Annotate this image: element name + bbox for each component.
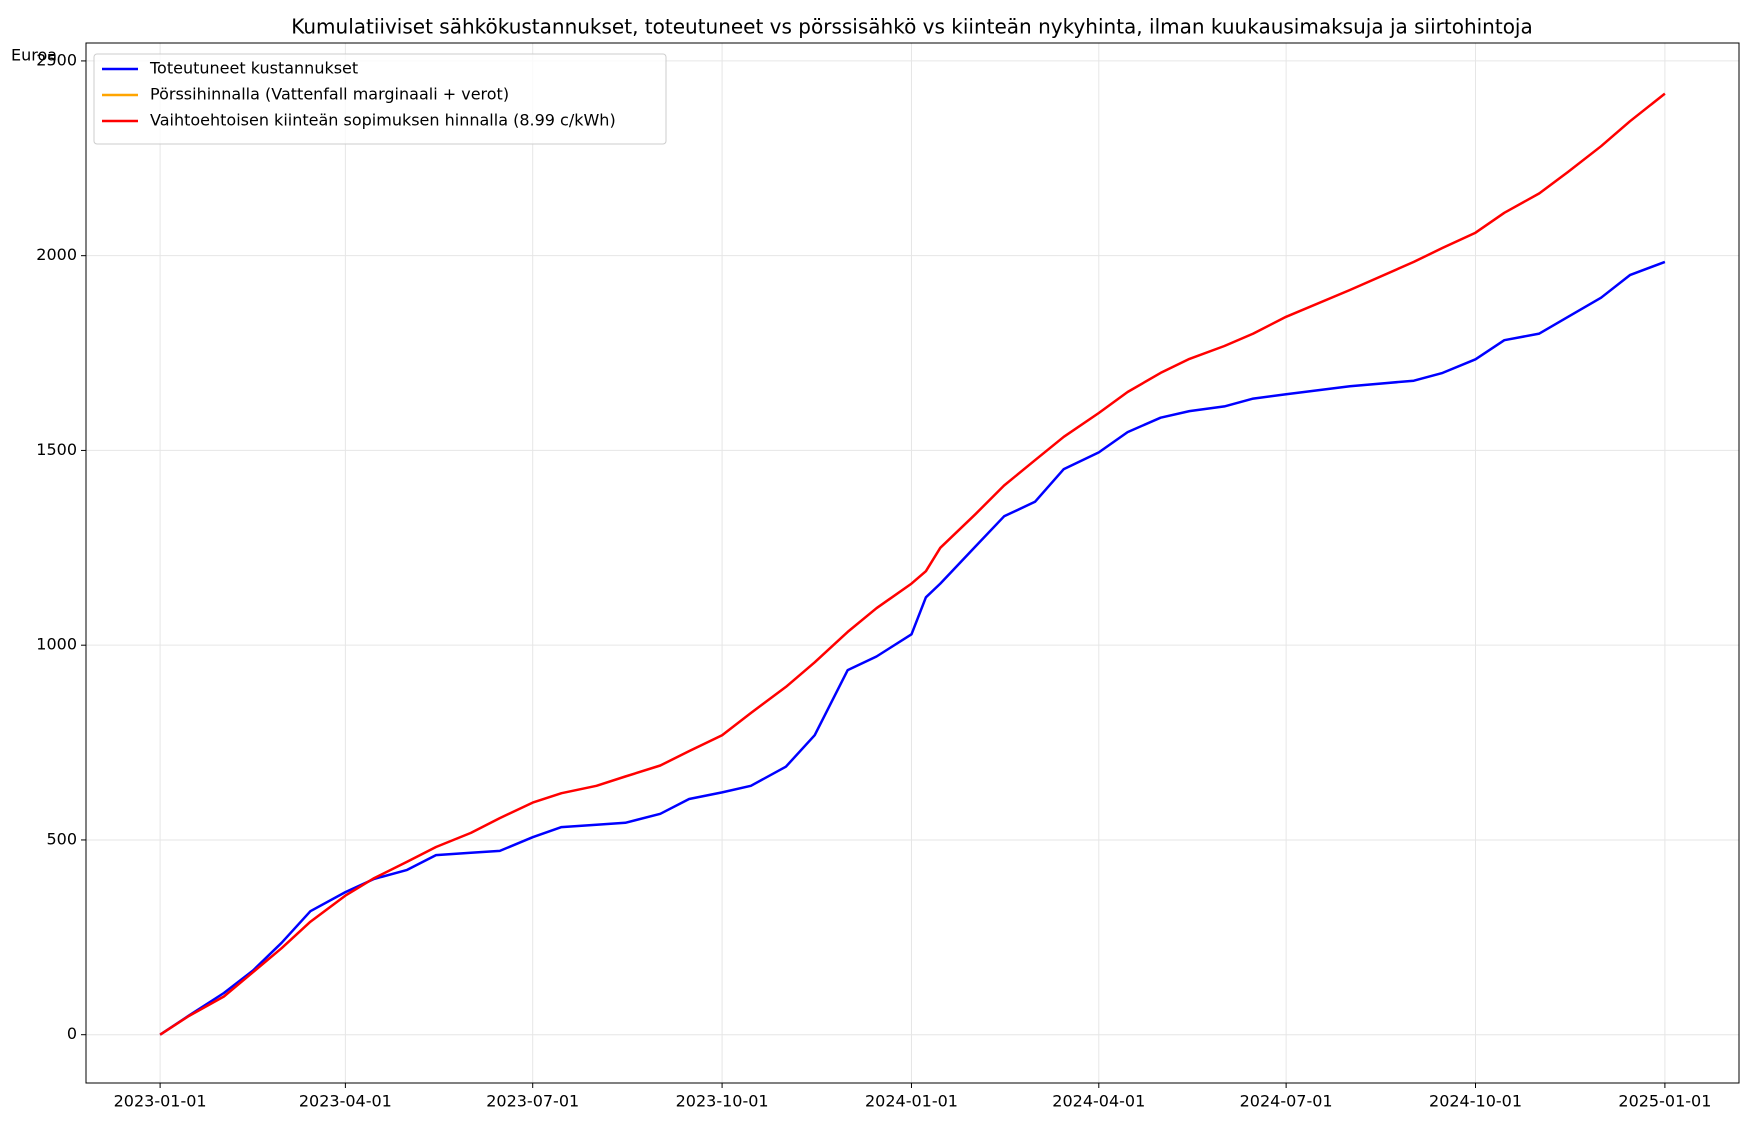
y-tick-label: 500 (46, 829, 77, 848)
y-tick-label: 1000 (36, 635, 77, 654)
y-tick-label: 2000 (36, 245, 77, 264)
x-tick-label: 2023-07-01 (486, 1092, 579, 1111)
x-tick-label: 2023-04-01 (299, 1092, 392, 1111)
legend-box (93, 53, 667, 145)
x-tick-label: 2023-10-01 (676, 1092, 769, 1111)
legend-label: Pörssihinnalla (Vattenfall marginaali + … (150, 85, 509, 104)
data-line (159, 260, 1666, 1036)
x-tick-label: 2024-07-01 (1240, 1092, 1333, 1111)
y-axis-label: Euroa (11, 46, 57, 65)
y-tick-label: 2500 (36, 50, 77, 69)
data-line (159, 92, 1666, 1036)
x-tick-label: 2024-10-01 (1429, 1092, 1522, 1111)
legend-label: Toteutuneet kustannukset (149, 59, 358, 78)
x-tick-label: 2025-01-01 (1618, 1092, 1711, 1111)
plot-frame (85, 42, 1740, 1084)
y-tick-label: 0 (67, 1024, 77, 1043)
x-tick-label: 2024-01-01 (865, 1092, 958, 1111)
legend-label: Vaihtoehtoisen kiinteän sopimuksen hinna… (150, 111, 616, 130)
x-tick-label: 2024-04-01 (1052, 1092, 1145, 1111)
x-tick-label: 2023-01-01 (114, 1092, 207, 1111)
chart-title: Kumulatiiviset sähkökustannukset, toteut… (291, 15, 1533, 39)
y-tick-label: 1500 (36, 440, 77, 459)
